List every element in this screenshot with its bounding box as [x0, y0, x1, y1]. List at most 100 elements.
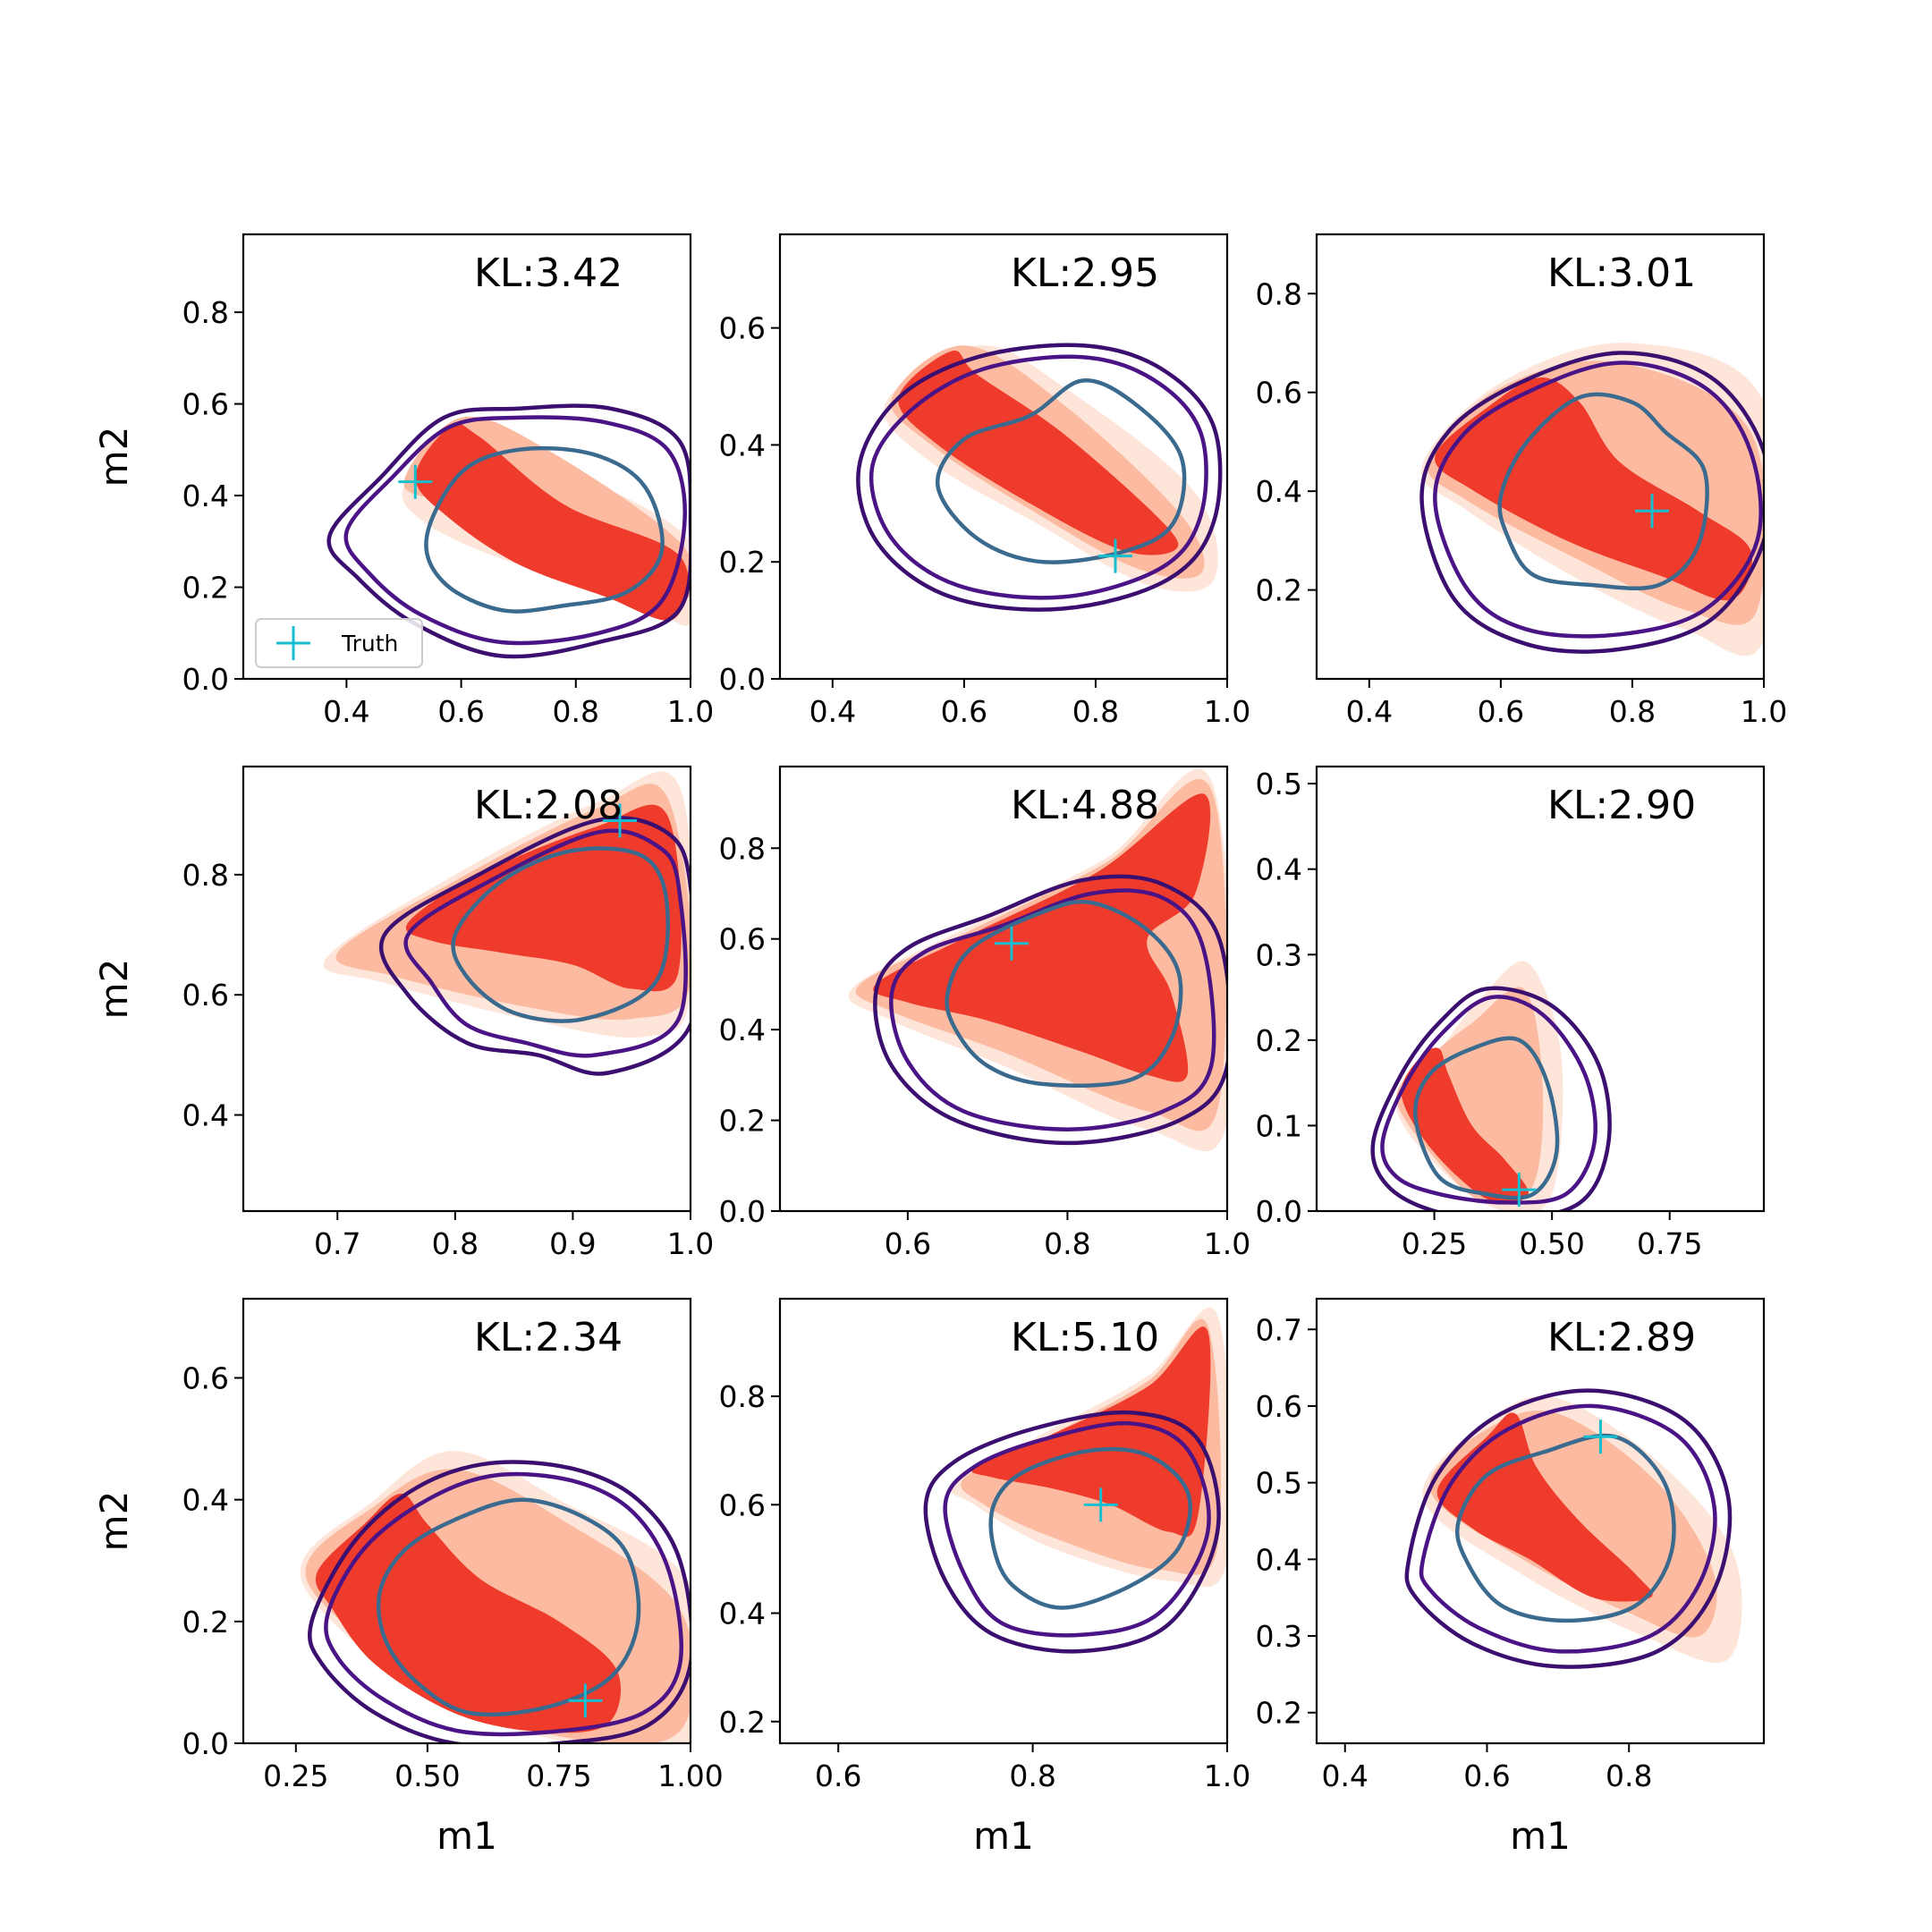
x-tick-label: 1.0 [1204, 1758, 1250, 1793]
legend: Truth [255, 618, 423, 668]
axes-frame [778, 765, 1229, 1213]
contour-line-3 [1497, 392, 1709, 590]
x-tick-label: 0.7 [314, 1226, 360, 1261]
x-axis-label: m1 [973, 1814, 1034, 1858]
x-tick-label: 0.8 [1044, 1226, 1090, 1261]
subplot-1: 0.4 0.6 0.8 1.0 0.0 0.2 0.4 0.6 0.8 KL:3.42 m2 Trut… [92, 233, 714, 729]
y-tick-label: 0.2 [719, 1705, 766, 1740]
plot-area [856, 343, 1223, 612]
x-tick-label: 0.8 [1072, 694, 1119, 729]
density-fill-level-3 [1401, 1047, 1529, 1204]
density-fill-level-3 [898, 351, 1179, 555]
density-fill-level-3 [415, 423, 689, 621]
y-tick-label: 0.0 [719, 662, 766, 697]
y-tick-label: 0.2 [1256, 1023, 1302, 1058]
contour-line-1 [1404, 1388, 1733, 1669]
truth-marker [1502, 1173, 1537, 1208]
x-tick-label: 0.8 [553, 694, 599, 729]
y-tick-label: 0.8 [182, 858, 229, 893]
x-tick-label: 0.8 [1009, 1758, 1055, 1793]
contour-line-2 [1433, 360, 1763, 639]
axes-frame [778, 1297, 1229, 1745]
subplot-8: 0.6 0.8 1.0 0.2 0.4 0.6 0.8 KL:5.10 m1 [719, 1297, 1250, 1858]
y-axis-label: m2 [92, 959, 136, 1020]
subplot-7: 0.25 0.50 0.75 1.00 0.0 0.2 0.4 0.6 KL:2.34 m1 m2 [92, 1297, 724, 1858]
axes-frame [778, 233, 1229, 681]
y-tick-label: 0.8 [719, 1379, 766, 1414]
y-tick-label: 0.3 [1256, 937, 1302, 972]
subplot-5: 0.6 0.8 1.0 0.0 0.2 0.4 0.6 0.8 KL:4.88 [719, 765, 1250, 1261]
x-tick-label: 0.25 [1402, 1226, 1467, 1261]
x-tick-label: 0.50 [1519, 1226, 1584, 1261]
contour-line-1 [1419, 351, 1764, 654]
y-tick-label: 0.4 [182, 1098, 229, 1133]
x-tick-label: 0.4 [323, 694, 369, 729]
contour-line-2 [889, 888, 1216, 1131]
y-tick-label: 0.8 [719, 831, 766, 866]
axes-frame [242, 1297, 692, 1745]
y-tick-label: 0.2 [1256, 573, 1302, 608]
y-tick-label: 0.6 [182, 978, 229, 1013]
x-tick-label: 0.75 [526, 1758, 591, 1793]
kl-annotation: KL:5.10 [1011, 1315, 1159, 1360]
x-tick-label: 1.0 [1204, 1226, 1250, 1261]
y-tick-label: 0.6 [719, 1487, 766, 1522]
y-axis-label: m2 [92, 1491, 136, 1552]
x-axis-label: m1 [1510, 1814, 1571, 1858]
contour-line-2 [403, 828, 688, 1058]
y-tick-label: 0.4 [719, 1597, 766, 1631]
y-tick-label: 0.4 [719, 1013, 766, 1047]
contour-line-3 [451, 846, 670, 1023]
subplot-2: 0.4 0.6 0.8 1.0 0.0 0.2 0.4 0.6 KL:2.95 [719, 233, 1250, 729]
density-fill-level-3 [405, 804, 682, 992]
y-tick-label: 0.2 [719, 1104, 766, 1139]
y-tick-label: 0.5 [1256, 767, 1302, 801]
y-tick-label: 0.4 [1256, 474, 1302, 509]
density-fill-level-3 [971, 1326, 1211, 1538]
kl-annotation: KL:2.95 [1011, 250, 1159, 296]
plot-area [300, 1451, 691, 1743]
axes-frame [242, 765, 692, 1213]
subplot-3: 0.4 0.6 0.8 1.0 0.2 0.4 0.6 0.8 KL:3.01 [1256, 233, 1787, 729]
y-tick-label: 0.6 [719, 922, 766, 957]
subplot-4: 0.7 0.8 0.9 1.0 0.4 0.6 0.8 KL:2.08 m2 [92, 765, 714, 1261]
x-tick-label: 0.9 [549, 1226, 596, 1261]
plot-area [326, 403, 691, 659]
x-tick-label: 0.8 [1609, 694, 1656, 729]
y-tick-label: 0.8 [182, 295, 229, 330]
contour-line-3 [1413, 1036, 1560, 1200]
x-tick-label: 0.4 [1322, 1758, 1368, 1793]
axes-frame [1315, 233, 1766, 681]
axes-frame [1315, 765, 1766, 1213]
x-tick-label: 0.50 [394, 1758, 460, 1793]
y-tick-label: 0.0 [719, 1194, 766, 1229]
y-tick-label: 0.4 [182, 479, 229, 513]
density-fill-level-3 [873, 793, 1211, 1082]
y-tick-label: 0.4 [1256, 1542, 1302, 1577]
x-tick-label: 1.0 [667, 1226, 714, 1261]
truth-marker [568, 1683, 603, 1718]
plot-area [923, 1307, 1227, 1654]
contour-line-2 [343, 415, 687, 646]
axes-frame [1315, 1297, 1766, 1745]
y-tick-label: 0.6 [182, 387, 229, 422]
truth-marker [994, 926, 1029, 961]
x-tick-label: 0.6 [1463, 1758, 1510, 1793]
x-tick-label: 0.8 [1606, 1758, 1652, 1793]
plot-area [323, 771, 691, 1076]
y-tick-label: 0.6 [182, 1361, 229, 1396]
plot-area [848, 768, 1227, 1152]
y-axis-label: m2 [92, 427, 136, 487]
y-tick-label: 0.2 [182, 1605, 229, 1640]
y-tick-label: 0.0 [182, 1726, 229, 1761]
contour-line-3 [424, 445, 665, 614]
y-tick-label: 0.5 [1256, 1466, 1302, 1501]
subplot-6: 0.25 0.50 0.75 0.0 0.1 0.2 0.3 0.4 0.5 KL:2.90 [1256, 765, 1766, 1261]
y-tick-label: 0.6 [1256, 376, 1302, 411]
x-tick-label: 0.25 [263, 1758, 328, 1793]
contour-line-2 [869, 354, 1208, 600]
truth-marker [1083, 1487, 1118, 1522]
x-tick-label: 0.4 [809, 694, 856, 729]
x-tick-label: 0.6 [437, 694, 484, 729]
